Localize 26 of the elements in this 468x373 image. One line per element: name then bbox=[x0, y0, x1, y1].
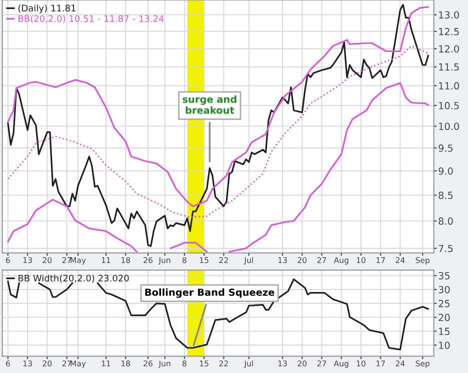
y-tick-label: 13.0 bbox=[439, 11, 460, 19]
line-series bbox=[7, 6, 430, 208]
line-series bbox=[7, 4, 430, 247]
legend-label: BB Width(20,2.0) 23.020 bbox=[18, 274, 129, 283]
y-tick-label: 10.0 bbox=[439, 122, 460, 130]
y-tick-label: 30 bbox=[438, 286, 450, 294]
y-tick-label: 10 bbox=[439, 342, 450, 349]
y-tick-label: 7.5 bbox=[438, 244, 453, 252]
y-tick-label: 10.5 bbox=[439, 102, 459, 110]
y-tick-label: 15 bbox=[439, 328, 450, 336]
y-tick-label: 8.0 bbox=[438, 217, 453, 225]
legend-label: BB(20,2.0) 10.51 - 11.87 - 13.24 bbox=[18, 15, 164, 24]
y-tick-label: 8.5 bbox=[438, 192, 453, 200]
y-tick-label: 11.0 bbox=[439, 82, 460, 90]
y-tick-label: 35 bbox=[438, 272, 450, 280]
legend-label: (Daily) 11.81 bbox=[18, 4, 76, 14]
y-tick-label: 9.0 bbox=[438, 167, 453, 175]
y-tick-label: 9.5 bbox=[438, 144, 453, 152]
annotation: surge and breakout bbox=[182, 95, 236, 114]
line-series bbox=[7, 45, 429, 218]
y-tick-label: 12.5 bbox=[439, 28, 459, 36]
y-tick-label: 12.0 bbox=[439, 45, 460, 53]
y-tick-label: 20 bbox=[438, 314, 450, 322]
annotation: Bollinger Band Squeeze bbox=[145, 288, 274, 298]
y-tick-label: 11.5 bbox=[439, 63, 459, 71]
y-tick-label: 25 bbox=[438, 300, 450, 308]
